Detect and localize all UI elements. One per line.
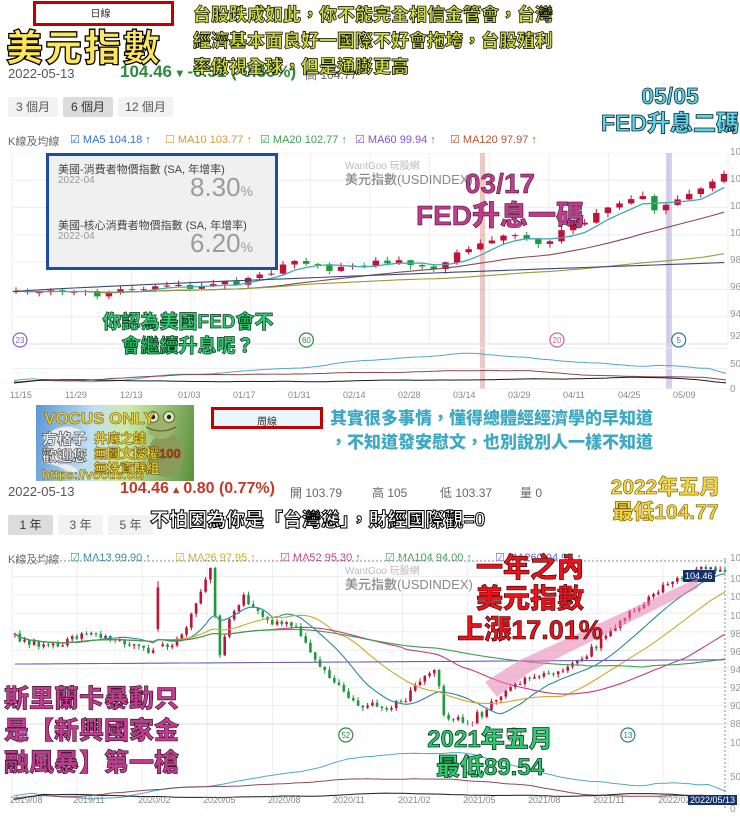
svg-text:52: 52 xyxy=(341,731,350,740)
svg-text:20: 20 xyxy=(553,336,562,345)
svg-text:13: 13 xyxy=(623,731,632,740)
svg-text:5: 5 xyxy=(676,336,681,345)
svg-text:23: 23 xyxy=(16,336,25,345)
